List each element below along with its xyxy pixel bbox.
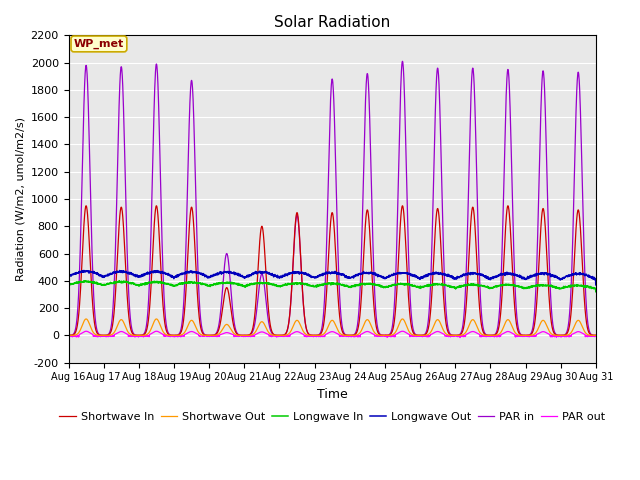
Longwave Out (545, 271, 553, 277)
Longwave Out (560, 275, 568, 280)
Longwave Out (65, 274, 72, 280)
PAR in (592, 333, 600, 338)
Longwave In (348, 283, 355, 288)
Shortwave In (486, 333, 493, 338)
Longwave Out (79, 268, 87, 274)
PAR out (65, 333, 72, 339)
PAR out (212, 333, 220, 338)
Longwave In (592, 289, 600, 295)
Shortwave In (545, 299, 553, 305)
Longwave Out (359, 271, 367, 276)
Longwave In (545, 283, 553, 288)
Shortwave In (359, 269, 367, 275)
Line: Longwave Out: Longwave Out (68, 271, 596, 285)
PAR in (348, 333, 355, 338)
Title: Solar Radiation: Solar Radiation (274, 15, 390, 30)
PAR in (212, 331, 220, 337)
PAR in (359, 209, 367, 215)
PAR in (65, 333, 72, 338)
Shortwave Out (560, 333, 568, 338)
Shortwave Out (65, 333, 72, 338)
Longwave Out (592, 282, 600, 288)
Shortwave Out (592, 333, 600, 338)
Longwave In (359, 281, 367, 287)
PAR out (359, 331, 367, 336)
PAR in (545, 263, 553, 269)
Text: WP_met: WP_met (74, 39, 124, 49)
Longwave In (486, 285, 493, 290)
Y-axis label: Radiation (W/m2, umol/m2/s): Radiation (W/m2, umol/m2/s) (15, 117, 25, 281)
Shortwave Out (212, 332, 220, 338)
Longwave Out (212, 272, 220, 278)
PAR out (561, 334, 568, 339)
Shortwave In (348, 333, 355, 338)
PAR in (560, 332, 568, 338)
Shortwave In (560, 332, 568, 338)
PAR in (399, 59, 406, 64)
Shortwave Out (83, 316, 90, 322)
PAR out (486, 333, 493, 339)
X-axis label: Time: Time (317, 388, 348, 401)
Shortwave Out (486, 333, 493, 338)
Shortwave Out (359, 324, 367, 330)
Shortwave In (212, 332, 220, 337)
PAR in (486, 333, 493, 338)
Line: Shortwave In: Shortwave In (68, 206, 596, 336)
PAR out (348, 334, 355, 340)
Line: PAR out: PAR out (68, 331, 596, 337)
Shortwave Out (348, 333, 355, 338)
PAR out (456, 335, 464, 340)
Longwave Out (348, 275, 355, 280)
PAR out (83, 328, 90, 334)
PAR out (592, 333, 600, 338)
Shortwave In (83, 203, 90, 209)
Line: Shortwave Out: Shortwave Out (68, 319, 596, 336)
Longwave In (560, 285, 568, 290)
Line: PAR in: PAR in (68, 61, 596, 336)
Shortwave In (592, 333, 600, 338)
Longwave In (65, 282, 72, 288)
Shortwave Out (545, 328, 553, 334)
Longwave Out (486, 276, 493, 282)
Legend: Shortwave In, Shortwave Out, Longwave In, Longwave Out, PAR in, PAR out: Shortwave In, Shortwave Out, Longwave In… (55, 408, 609, 426)
Shortwave In (65, 333, 72, 338)
Longwave In (80, 278, 88, 284)
Longwave In (212, 281, 220, 287)
PAR out (546, 332, 554, 337)
Line: Longwave In: Longwave In (68, 281, 596, 292)
